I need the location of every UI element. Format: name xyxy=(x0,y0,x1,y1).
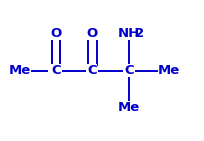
Text: C: C xyxy=(87,64,97,77)
Text: O: O xyxy=(50,27,61,40)
Text: Me: Me xyxy=(157,64,180,77)
Text: C: C xyxy=(51,64,61,77)
Text: C: C xyxy=(123,64,133,77)
Text: Me: Me xyxy=(8,64,31,77)
Text: NH: NH xyxy=(117,27,139,40)
Text: Me: Me xyxy=(117,101,139,114)
Text: O: O xyxy=(86,27,98,40)
Text: 2: 2 xyxy=(135,27,144,40)
